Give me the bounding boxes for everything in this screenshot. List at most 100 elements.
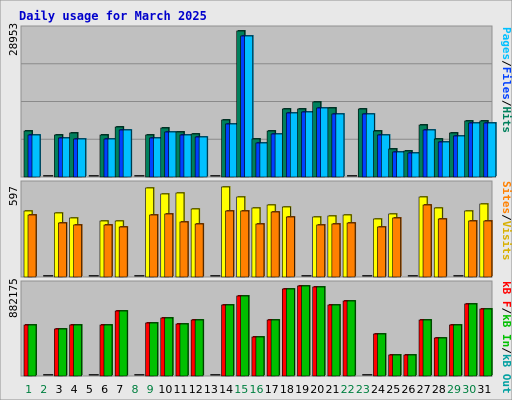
hits-axis-max-label: 28953	[7, 23, 20, 56]
bar-pages-day-19	[305, 111, 314, 178]
svg-text:Pages/Files/Hits: Pages/Files/Hits	[500, 27, 512, 133]
bar-kb-in-day-1	[27, 324, 37, 377]
bar-sites-day-7	[118, 226, 128, 278]
legend-separator: /	[500, 347, 512, 354]
day-label-15: 15	[234, 383, 248, 396]
bar-zero-day-5	[88, 374, 99, 376]
day-label-21: 21	[325, 383, 339, 396]
bar-kb-in-day-31	[483, 308, 493, 377]
day-label-30: 30	[462, 383, 476, 396]
bar-pages-day-3	[62, 137, 71, 178]
bar-sites-day-11	[179, 221, 189, 278]
bar-zero-day-2	[43, 374, 54, 376]
bar-kb-in-day-6	[103, 324, 113, 377]
bar-pages-day-6	[107, 138, 117, 178]
bar-kb-in-day-26	[407, 354, 417, 377]
bar-zero-day-23	[362, 275, 373, 277]
bar-kb-in-day-15	[240, 295, 250, 377]
bar-zero-day-8	[134, 175, 145, 177]
bar-zero-day-23	[362, 374, 373, 376]
bar-pages-day-11	[183, 134, 193, 178]
bar-sites-day-12	[194, 223, 204, 278]
day-label-22: 22	[341, 383, 355, 396]
bar-pages-day-25	[396, 151, 405, 178]
bar-sites-day-27	[422, 204, 432, 278]
bar-zero-day-26	[407, 275, 418, 277]
legend-hits: Hits	[500, 107, 512, 134]
legend-files: Files	[500, 67, 512, 100]
bar-kb-in-day-24	[377, 333, 386, 377]
day-label-12: 12	[189, 383, 203, 396]
day-label-6: 6	[101, 383, 108, 396]
legend-pages: Pages	[500, 27, 512, 60]
hits-files-pages-bars	[21, 30, 497, 178]
bar-zero-day-22	[347, 175, 358, 177]
day-label-18: 18	[280, 383, 294, 396]
bar-sites-day-21	[331, 223, 341, 278]
day-label-13: 13	[204, 383, 218, 396]
bar-zero-day-5	[88, 175, 99, 177]
bar-sites-day-22	[346, 222, 356, 278]
bar-kb-in-day-14	[225, 304, 234, 377]
day-label-28: 28	[432, 383, 446, 396]
bar-pages-day-21	[335, 113, 345, 178]
bar-kb-in-day-3	[58, 328, 67, 377]
bar-zero-day-19	[301, 275, 312, 277]
bar-kb-in-day-30	[468, 303, 477, 377]
bar-kb-in-day-7	[118, 310, 128, 377]
day-label-3: 3	[55, 383, 62, 396]
day-label-9: 9	[147, 383, 154, 396]
day-label-11: 11	[174, 383, 188, 396]
legend-separator: /	[500, 100, 512, 107]
day-axis-labels: 1 2 3 4 5 6 7 8 9 10 11 12 13 14 15 16 17 18 19 20 21 22 23 24 2…	[25, 383, 491, 396]
bar-pages-day-15	[244, 35, 254, 178]
bar-zero-day-13	[210, 275, 221, 277]
day-label-20: 20	[310, 383, 324, 396]
chart-title: Daily usage for March 2025	[19, 9, 207, 23]
bar-kb-in-day-27	[422, 319, 432, 377]
hits-files-pages-legend: Pages/Files/Hits	[500, 27, 512, 133]
bar-sites-day-20	[316, 224, 325, 278]
bar-sites-day-14	[225, 210, 234, 278]
bar-pages-day-30	[472, 122, 481, 178]
bar-pages-day-12	[198, 136, 208, 178]
legend-kb-out: kB Out	[500, 354, 512, 394]
bar-sites-day-18	[285, 216, 295, 278]
bar-pages-day-16	[259, 142, 269, 178]
day-label-4: 4	[71, 383, 78, 396]
day-label-7: 7	[116, 383, 123, 396]
bar-sites-day-15	[240, 210, 250, 278]
bar-kb-in-day-22	[346, 300, 356, 377]
bar-sites-day-9	[149, 214, 158, 278]
bar-pages-day-29	[457, 135, 466, 178]
day-label-17: 17	[265, 383, 279, 396]
day-label-26: 26	[401, 383, 415, 396]
day-label-14: 14	[219, 383, 233, 396]
visits-axis-max-label: 597	[7, 186, 20, 206]
bar-kb-in-day-17	[270, 319, 280, 377]
bar-zero-day-13	[210, 175, 221, 177]
day-label-23: 23	[356, 383, 370, 396]
bar-pages-day-26	[411, 152, 421, 178]
visits-sites-legend: Sites/Visits	[500, 181, 512, 261]
bar-kb-in-day-16	[255, 336, 265, 377]
bar-sites-day-4	[73, 224, 82, 278]
bar-pages-day-31	[487, 122, 497, 178]
bar-kb-in-day-29	[453, 324, 462, 377]
bar-pages-day-23	[365, 113, 375, 178]
bar-kb-in-day-11	[179, 323, 189, 377]
bar-kb-in-day-12	[194, 319, 204, 377]
bar-kb-in-day-20	[316, 286, 325, 377]
bar-zero-day-8	[134, 374, 145, 376]
bar-sites-day-30	[468, 220, 477, 278]
bar-pages-day-7	[122, 129, 132, 178]
day-label-25: 25	[386, 383, 400, 396]
legend-separator: /	[500, 214, 512, 221]
bar-pages-day-1	[31, 134, 41, 178]
bar-kb-in-day-10	[164, 317, 174, 377]
day-label-29: 29	[447, 383, 461, 396]
bar-kb-in-day-18	[285, 288, 295, 377]
kb-bars	[23, 285, 493, 377]
day-label-1: 1	[25, 383, 32, 396]
